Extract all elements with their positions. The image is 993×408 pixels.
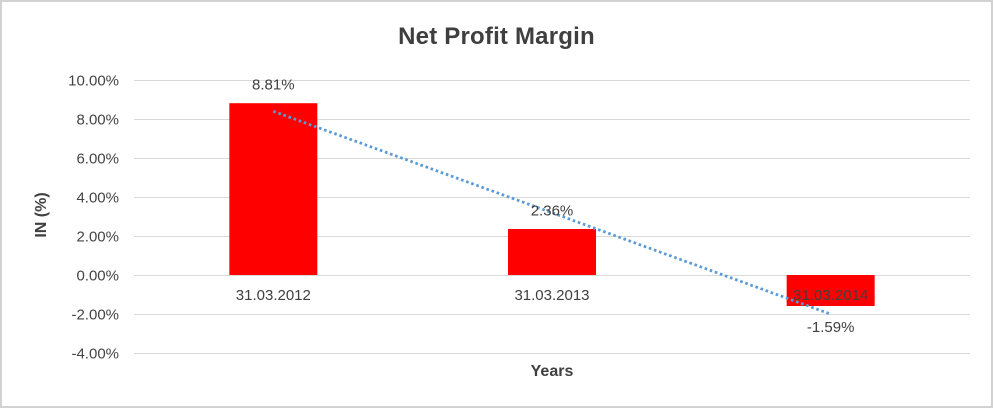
- y-tick-label: 6.00%: [76, 151, 119, 168]
- y-tick-label: 4.00%: [76, 190, 119, 207]
- trendline: [272, 110, 832, 316]
- data-label: -1.59%: [807, 319, 855, 336]
- data-label: 8.81%: [252, 77, 295, 94]
- y-tick-label: -2.00%: [71, 307, 119, 324]
- bar: [786, 275, 875, 307]
- y-tick-label: 8.00%: [76, 112, 119, 129]
- y-tick-label: 10.00%: [68, 73, 119, 90]
- x-category-label: 31.03.2014: [793, 287, 868, 304]
- x-axis-title: Years: [530, 363, 574, 380]
- y-tick-label: -4.00%: [71, 346, 119, 363]
- chart-title: Net Profit Margin: [398, 23, 595, 50]
- x-category-label: 31.03.2013: [514, 287, 589, 304]
- data-label: 2.36%: [531, 202, 574, 219]
- y-tick-label: 2.00%: [76, 229, 119, 246]
- y-tick-label: 0.00%: [76, 268, 119, 285]
- bar: [508, 228, 596, 275]
- bar: [229, 103, 318, 275]
- x-category-label: 31.03.2012: [236, 287, 311, 304]
